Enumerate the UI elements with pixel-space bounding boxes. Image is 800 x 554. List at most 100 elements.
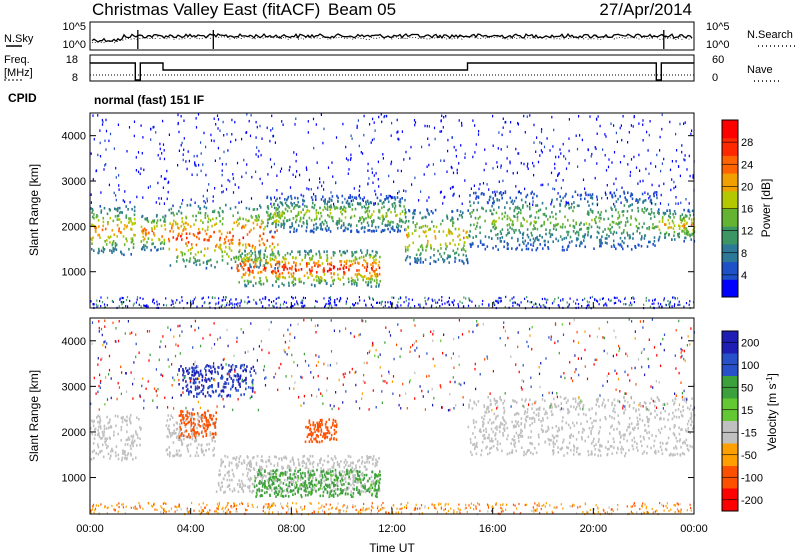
power-cell [567,230,570,234]
power-cell [100,305,102,308]
power-cell [302,305,304,308]
power-cell [289,225,291,229]
power-cell [133,120,136,123]
power-cell [551,200,553,204]
power-cell [294,278,297,281]
power-cell [200,152,202,155]
power-cell [319,206,321,210]
power-cell [500,193,503,197]
velocity-cell [361,456,363,459]
velocity-cell [335,474,337,478]
power-cell [286,198,288,202]
power-cell [604,191,606,194]
power-cell [539,208,542,212]
velocity-cell [104,440,106,444]
power-cell [202,261,205,264]
power-cell [165,177,167,181]
power-cell [260,283,262,286]
power-cell [331,161,333,164]
power-cell [513,296,515,299]
velocity-cell [215,411,217,414]
power-cell [221,259,224,262]
power-cell [418,303,420,306]
power-cell [394,210,396,213]
power-cell [615,247,617,251]
power-cell [477,217,480,220]
power-cell [506,157,508,160]
power-cell [96,306,98,309]
velocity-cell [233,474,235,478]
power-cell [259,249,262,253]
power-cell [384,224,387,227]
power-cell [413,209,415,212]
velocity-cell [350,493,352,497]
velocity-cell [109,457,111,460]
power-cell [414,123,416,127]
power-feature-3 [236,249,381,288]
velocity-cell [315,478,318,482]
power-cell [141,152,143,155]
power-cell [339,260,341,263]
power-cell [488,198,491,202]
velocity-cell [295,481,297,484]
velocity-cell [304,472,306,475]
power-cell [588,305,590,309]
power-cell [211,296,214,299]
velocity-cell [302,471,304,475]
power-cell [499,240,502,243]
power-cell [198,237,200,241]
velocity-cell [323,473,326,477]
velocity-cell [132,441,135,445]
power-cell [604,237,607,240]
power-cell [282,219,285,223]
velocity-cell [249,462,251,465]
velocity-cell [240,479,243,483]
power-cell [562,298,564,301]
power-cell [333,278,335,282]
power-cell [93,138,95,141]
power-cell [489,195,491,199]
power-cell [193,261,195,265]
power-cell [291,222,293,225]
power-cell [263,227,265,231]
power-cell [327,302,329,305]
power-cell [348,259,351,263]
power-cell [578,244,581,248]
velocity-cell [276,464,279,467]
power-cell [634,217,637,221]
power-cell [457,303,459,306]
velocity-cell [228,478,231,482]
power-cell [608,235,610,238]
power-cell [97,251,99,255]
velocity-cell [311,483,314,487]
power-cell [398,204,401,207]
velocity-cell [333,484,335,488]
velocity-cell [169,435,172,438]
power-cell [627,191,629,194]
power-cell [462,260,464,264]
power-cell [577,302,580,306]
velocity-cell [187,435,190,439]
power-cell [415,253,418,257]
power-cell [462,253,465,257]
power-cell [153,227,156,230]
power-cell [415,229,417,232]
power-cell [591,218,593,222]
velocity-cell [355,488,358,491]
power-cell [311,266,313,269]
velocity-cell [359,465,361,469]
velocity-cell [232,472,234,476]
velocity-cell [93,437,96,440]
power-cell [296,170,298,173]
power-cell [613,151,616,154]
power-cell [527,300,529,303]
power-cell [620,201,622,204]
power-cell [371,278,373,281]
power-cell [361,206,363,209]
power-cell [348,268,350,271]
power-cell [308,250,311,253]
power-cell [308,188,310,191]
power-cell [246,259,248,263]
velocity-cell [371,470,373,474]
velocity-cell [204,414,206,418]
